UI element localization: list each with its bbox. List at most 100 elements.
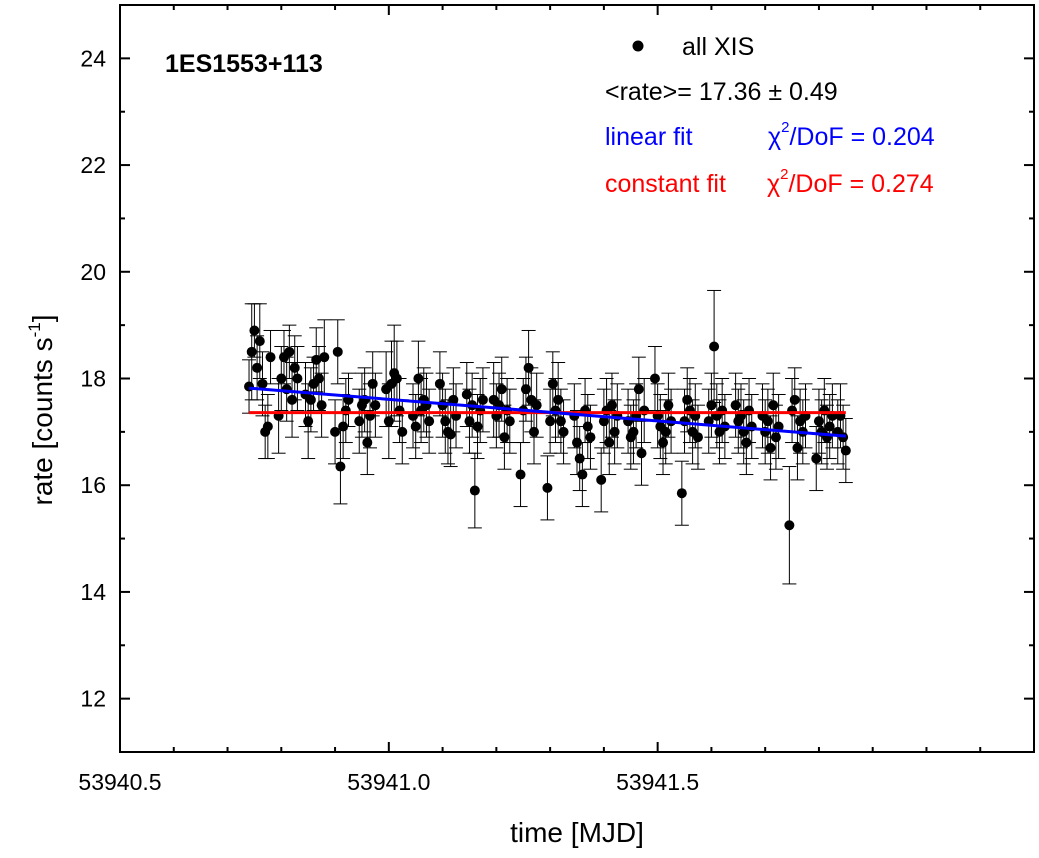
data-point xyxy=(292,373,303,384)
data-point xyxy=(410,421,421,432)
data-point xyxy=(682,394,693,405)
data-point xyxy=(254,336,265,347)
data-point xyxy=(338,421,349,432)
data-point xyxy=(706,400,717,411)
data-point xyxy=(477,394,488,405)
legend-constant-chi-sup: 2 xyxy=(780,166,788,183)
data-point xyxy=(523,362,534,373)
data-point xyxy=(768,400,779,411)
data-point xyxy=(598,416,609,427)
y-tick-label: 12 xyxy=(80,686,106,712)
data-point xyxy=(276,373,287,384)
data-point xyxy=(330,426,341,437)
data-point xyxy=(709,341,720,352)
x-tick-label: 53941.5 xyxy=(616,769,699,795)
legend-linear-chi-value: /DoF = 0.204 xyxy=(789,123,934,151)
data-point xyxy=(313,373,324,384)
data-point xyxy=(658,437,669,448)
data-point xyxy=(824,421,835,432)
legend-mean-rate: <rate>= 17.36 ± 0.49 xyxy=(605,78,838,106)
legend-constant-chi-symbol: χ xyxy=(767,170,780,198)
data-point xyxy=(596,474,607,485)
data-point xyxy=(335,461,346,472)
x-axis-label: time [MJD] xyxy=(510,817,644,848)
data-point xyxy=(496,384,507,395)
data-point xyxy=(520,384,531,395)
legend-linear-chi-sup: 2 xyxy=(781,119,789,136)
y-tick-label: 14 xyxy=(80,579,106,605)
data-point xyxy=(354,416,365,427)
data-point xyxy=(577,469,588,480)
data-point xyxy=(582,421,593,432)
axis-ticks xyxy=(119,4,1035,753)
data-point xyxy=(370,400,381,411)
data-point xyxy=(440,416,451,427)
data-point xyxy=(547,378,558,389)
axis-tick-labels: 12 14 16 18 20 22 24 53940.5 53941.0 53941.5 xyxy=(78,45,699,795)
data-point xyxy=(660,426,671,437)
data-point xyxy=(265,352,276,363)
y-axis-label-sup: -1 xyxy=(25,322,44,337)
data-point xyxy=(811,453,822,464)
data-point xyxy=(262,421,273,432)
x-tick-label: 53940.5 xyxy=(78,769,161,795)
data-point xyxy=(813,416,824,427)
data-point xyxy=(303,416,314,427)
data-point xyxy=(469,485,480,496)
data-point xyxy=(545,416,556,427)
data-point xyxy=(367,378,378,389)
data-point xyxy=(284,346,295,357)
data-point xyxy=(249,325,260,336)
data-point xyxy=(762,416,773,427)
data-point xyxy=(448,394,459,405)
data-point xyxy=(606,400,617,411)
data-point xyxy=(504,416,515,427)
data-point xyxy=(289,362,300,373)
y-axis-label: rate [counts s-1] xyxy=(25,315,58,506)
data-point xyxy=(649,373,660,384)
data-point xyxy=(770,432,781,443)
data-point xyxy=(316,400,327,411)
data-point xyxy=(531,400,542,411)
data-point xyxy=(730,400,741,411)
data-point xyxy=(413,373,424,384)
legend-linear-chi-symbol: χ xyxy=(768,123,781,151)
data-point xyxy=(461,389,472,400)
data-point xyxy=(633,384,644,395)
y-tick-label: 18 xyxy=(80,366,106,392)
data-point xyxy=(332,346,343,357)
data-point xyxy=(692,432,703,443)
data-point xyxy=(472,421,483,432)
data-point xyxy=(784,520,795,531)
data-point xyxy=(555,416,566,427)
data-point xyxy=(499,432,510,443)
data-point xyxy=(434,378,445,389)
data-point xyxy=(397,426,408,437)
y-tick-label: 24 xyxy=(80,45,106,71)
data-point xyxy=(244,381,255,392)
y-tick-label: 16 xyxy=(80,472,106,498)
legend-series-label: all XIS xyxy=(682,33,754,61)
data-point xyxy=(628,426,639,437)
data-point xyxy=(741,437,752,448)
data-point xyxy=(792,442,803,453)
data-point xyxy=(362,437,373,448)
y-tick-label: 22 xyxy=(80,152,106,178)
y-tick-label: 20 xyxy=(80,259,106,285)
fit-lines xyxy=(248,386,846,438)
data-point xyxy=(257,378,268,389)
data-point xyxy=(391,373,402,384)
legend-constant-fit-label: constant fit xyxy=(605,170,726,198)
data-point xyxy=(789,394,800,405)
legend-constant-fit-chi: χ2/DoF = 0.274 xyxy=(767,166,934,198)
y-axis-label-main: rate [counts s xyxy=(27,337,58,505)
data-point xyxy=(464,416,475,427)
data-point xyxy=(319,352,330,363)
x-tick-label: 53941.0 xyxy=(347,769,430,795)
data-point xyxy=(840,445,851,456)
data-point xyxy=(528,426,539,437)
data-point xyxy=(676,488,687,499)
data-point xyxy=(246,346,257,357)
data-point xyxy=(572,437,582,448)
